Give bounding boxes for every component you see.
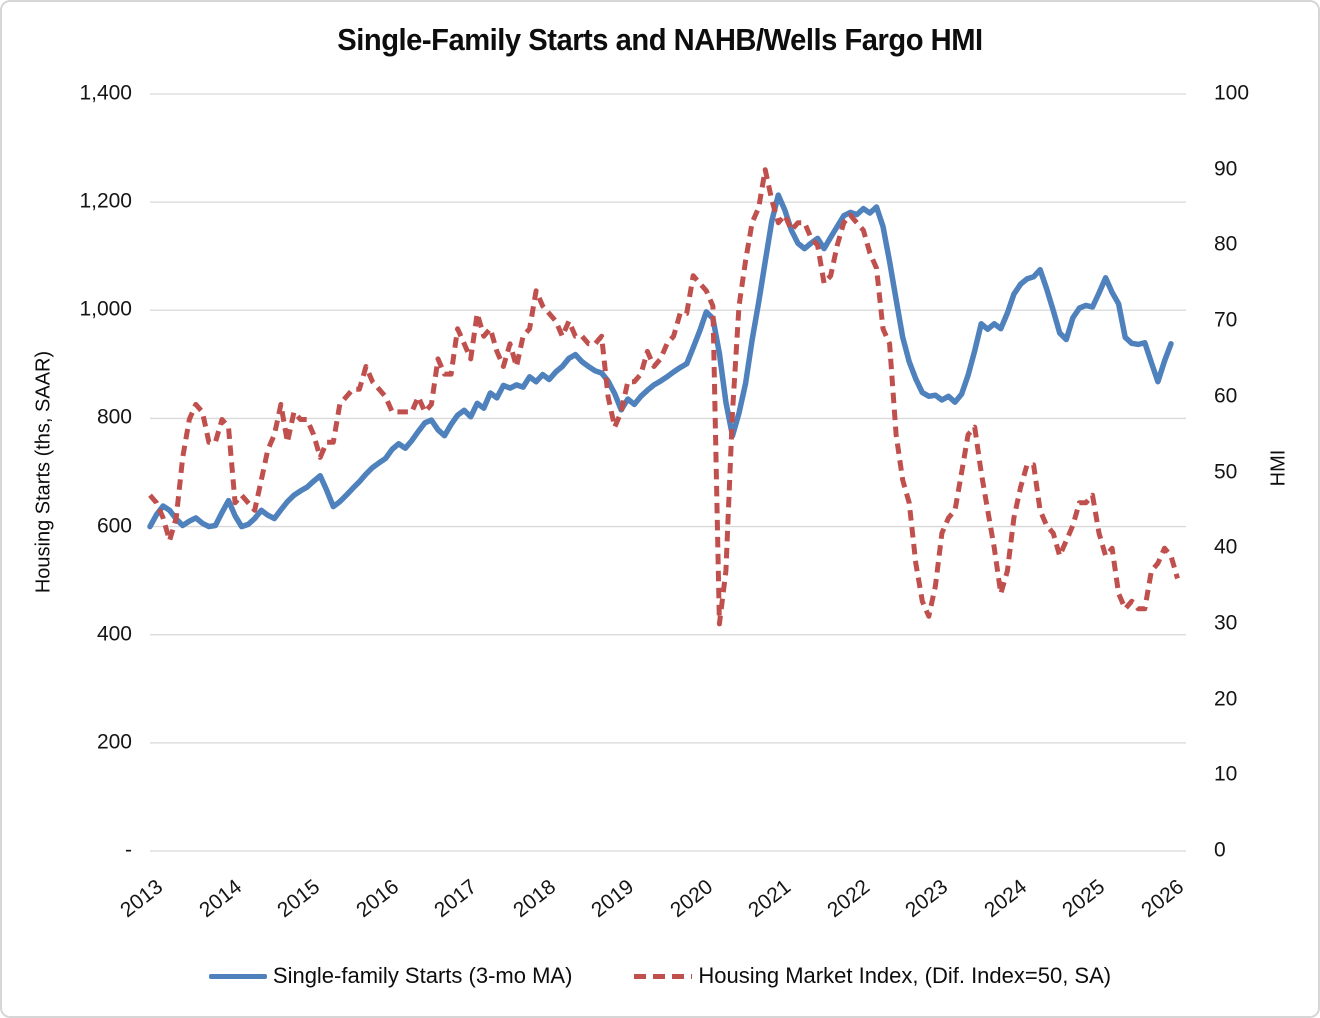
left-axis-tick-label: - bbox=[125, 838, 132, 862]
right-axis-tick-label: 90 bbox=[1214, 157, 1238, 181]
right-axis-tick-label: 10 bbox=[1214, 762, 1238, 786]
right-axis-tick-label: 0 bbox=[1214, 838, 1226, 862]
right-axis-tick-label: 50 bbox=[1214, 460, 1238, 484]
right-axis-tick-label: 30 bbox=[1214, 611, 1238, 635]
right-axis-tick-label: 100 bbox=[1214, 81, 1250, 105]
right-axis-tick-label: 60 bbox=[1214, 384, 1238, 408]
right-axis-tick-label: 70 bbox=[1214, 308, 1238, 332]
left-axis-tick-label: 1,400 bbox=[79, 81, 132, 105]
left-axis-tick-label: 1,200 bbox=[79, 189, 132, 213]
starts-line-series bbox=[147, 192, 1174, 530]
left-axis-tick-label: 600 bbox=[96, 514, 132, 538]
chart-title: Single-Family Starts and NAHB/Wells Farg… bbox=[337, 22, 983, 57]
left-axis-tick-label: 800 bbox=[96, 405, 132, 429]
right-axis-tick-label: 40 bbox=[1214, 535, 1238, 559]
legend-starts-line-swatch bbox=[208, 973, 267, 979]
left-axis-tick-label: 200 bbox=[96, 730, 132, 754]
right-axis-tick-label: 80 bbox=[1214, 232, 1238, 256]
legend: Single-family Starts (3-mo MA) Housing M… bbox=[0, 963, 1320, 989]
legend-label-starts: Single-family Starts (3-mo MA) bbox=[272, 963, 573, 988]
legend-hmi-dashed-swatch bbox=[634, 973, 693, 979]
legend-label-hmi: Housing Market Index, (Dif. Index=50, SA… bbox=[698, 963, 1112, 988]
right-axis-tick-label: 20 bbox=[1214, 687, 1238, 711]
legend-item-hmi: Housing Market Index, (Dif. Index=50, SA… bbox=[634, 963, 1111, 989]
legend-item-starts: Single-family Starts (3-mo MA) bbox=[208, 963, 573, 989]
left-axis-tick-label: 1,000 bbox=[79, 297, 132, 321]
hmi-line-series bbox=[148, 167, 1180, 627]
left-axis-tick-label: 400 bbox=[96, 622, 132, 646]
